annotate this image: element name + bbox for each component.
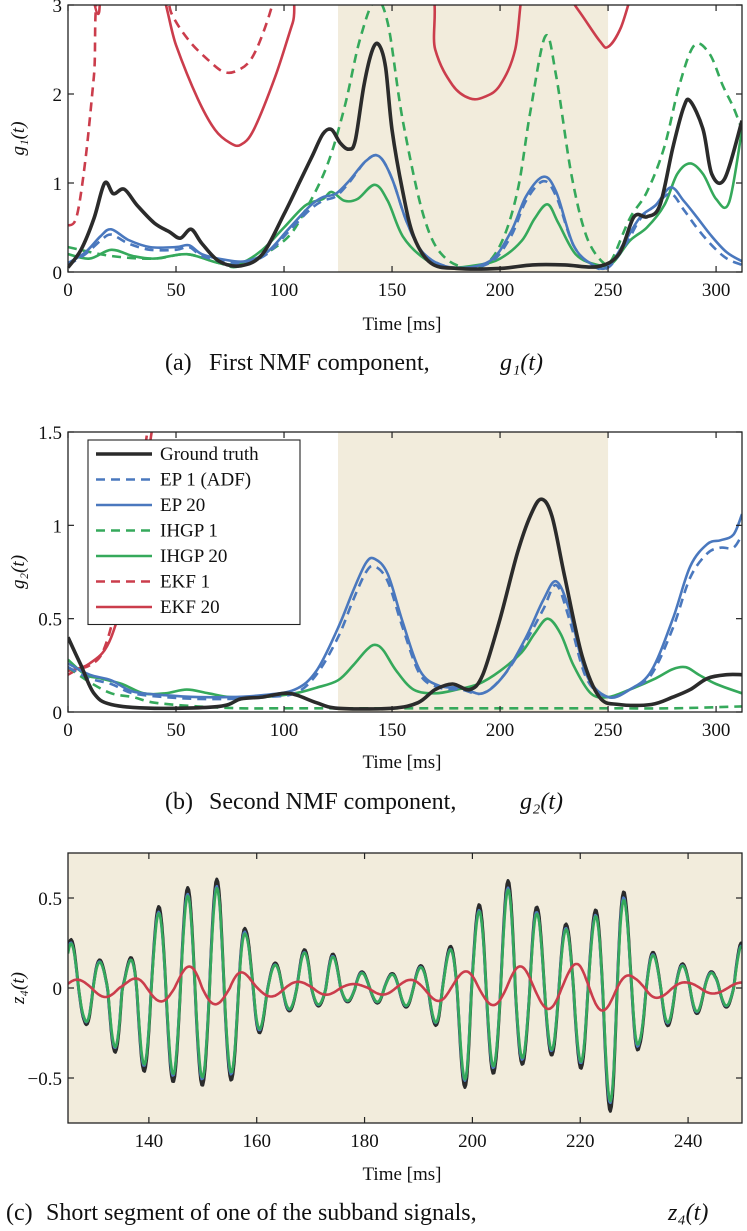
series-line-ihgp-1	[68, 666, 742, 710]
caption-math: g₁(t)	[500, 350, 543, 376]
x-tick-label: 240	[674, 1131, 703, 1152]
figure-caption: (c) Short segment of one of the subband s…	[6, 1200, 708, 1226]
figure-caption: (b) Second NMF component, g₂(t)	[165, 789, 563, 815]
x-tick-label: 0	[63, 720, 73, 741]
plot-area	[68, 877, 742, 1113]
figure-caption: (a) First NMF component, g₁(t)	[165, 350, 543, 376]
x-tick-label: 200	[486, 280, 515, 301]
caption-text: Short segment of one of the subband sign…	[46, 1200, 477, 1226]
y-tick-label: 0	[53, 979, 63, 1000]
plot-frame	[67, 431, 743, 713]
series-line-ep-20	[68, 153, 742, 271]
x-tick-label: 100	[270, 280, 299, 301]
caption-label: (a)	[165, 350, 192, 376]
legend-label: Ground truth	[160, 444, 259, 465]
caption-text: First NMF component,	[209, 350, 430, 376]
plot-frame	[67, 4, 743, 273]
x-tick-label: 180	[350, 1131, 379, 1152]
x-tick-label: 300	[702, 720, 731, 741]
y-axis-label: g₂(t)	[8, 555, 29, 589]
x-tick-label: 200	[486, 720, 515, 741]
shaded-region	[338, 432, 609, 712]
series-line-ihgp	[68, 886, 742, 1103]
x-tick-label: 150	[378, 280, 407, 301]
series-line-ground-truth	[68, 497, 742, 711]
legend-label: EKF 20	[160, 597, 220, 618]
y-tick-label: 0.5	[38, 610, 62, 631]
shaded-region	[68, 853, 742, 1123]
y-tick-label: 3	[53, 0, 63, 17]
legend: Ground truth EP 1 (ADF) EP 20 IHGP 1 IHGP 20…	[87, 439, 301, 626]
x-axis-label: Time [ms]	[362, 1164, 441, 1185]
legend-label: EKF 1	[160, 572, 210, 593]
caption-label: (b)	[165, 789, 193, 815]
y-axis-label: z₄(t)	[8, 972, 29, 1005]
x-tick-label: 200	[458, 1131, 487, 1152]
plot-area	[68, 5, 742, 271]
series-line-ihgp-1	[68, 5, 742, 270]
x-tick-label: 160	[242, 1131, 271, 1152]
legend-box	[87, 439, 301, 626]
series-line-ekf	[68, 962, 742, 1012]
caption-math: g₂(t)	[520, 789, 563, 815]
x-tick-label: 220	[566, 1131, 595, 1152]
y-tick-label: 1	[53, 516, 63, 537]
chart-panel-b: 0 50 100 150 200 250 300 0 0.5 1 1.5 Time [ms] g₂(t)…	[8, 423, 743, 815]
x-tick-label: 140	[135, 1131, 164, 1152]
y-tick-label: 1	[53, 174, 63, 195]
caption-text: Second NMF component,	[209, 789, 456, 815]
y-tick-label: −0.5	[28, 1069, 62, 1090]
x-tick-label: 50	[167, 720, 186, 741]
y-tick-label: 0	[53, 703, 63, 724]
x-axis-label: Time [ms]	[362, 314, 441, 335]
x-tick-label: 150	[378, 720, 407, 741]
x-tick-label: 250	[594, 720, 623, 741]
x-tick-label: 0	[63, 280, 73, 301]
legend-label: IHGP 20	[160, 546, 227, 567]
x-tick-label: 100	[270, 720, 299, 741]
caption-math: z₄(t)	[667, 1200, 708, 1226]
chart-panel-c: 140 160 180 200 220 240 −0.5 0 0.5 Time [ms] z₄(t)…	[6, 852, 743, 1226]
x-tick-label: 50	[167, 280, 186, 301]
caption-label: (c)	[6, 1200, 33, 1226]
series-line-ekf-20	[93, 5, 630, 148]
legend-label: IHGP 1	[160, 521, 218, 542]
legend-label: EP 1 (ADF)	[160, 470, 251, 491]
y-axis-label: g₁(t)	[8, 121, 29, 155]
chart-panel-a: 0 50 100 150 200 250 300 0 1 2 3 Time [ms] g₁(t) (a) F…	[8, 0, 743, 376]
x-tick-label: 250	[594, 280, 623, 301]
x-axis-label: Time [ms]	[362, 752, 441, 773]
x-tick-label: 300	[702, 280, 731, 301]
y-tick-label: 2	[53, 85, 63, 106]
legend-label: EP 20	[160, 495, 205, 516]
series-line-ground-truth	[68, 41, 742, 271]
y-tick-label: 0	[53, 263, 63, 284]
series-line-ekf-1	[68, 5, 274, 227]
y-tick-label: 0.5	[38, 889, 62, 910]
y-tick-label: 1.5	[38, 423, 62, 444]
